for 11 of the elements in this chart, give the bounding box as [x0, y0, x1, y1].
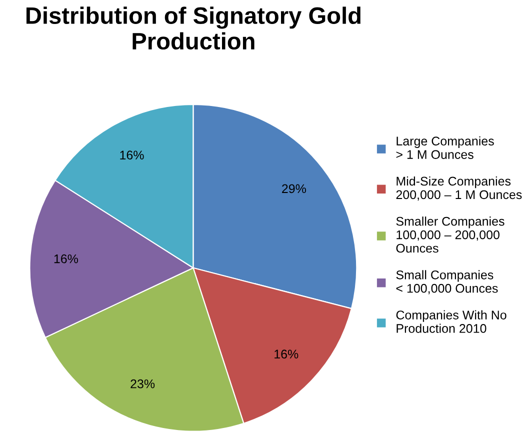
legend-label: Small Companies < 100,000 Ounces	[396, 270, 498, 294]
chart-title: Distribution of Signatory Gold Production	[26, 6, 360, 50]
data-label: 29%	[282, 184, 306, 194]
data-label: 16%	[274, 350, 298, 359]
legend-label: Large Companies > 1 M Ounces	[396, 136, 494, 159]
data-label: 16%	[54, 254, 78, 264]
data-label: 23%	[130, 379, 155, 388]
legend-label: Mid-Size Companies 200,000 – 1 M Ounces	[396, 176, 522, 201]
data-label: 16%	[120, 150, 144, 160]
legend-label: Companies With No Production 2010	[396, 310, 506, 333]
legend-label: Smaller Companies 100,000 – 200,000 Ounces	[396, 216, 504, 253]
